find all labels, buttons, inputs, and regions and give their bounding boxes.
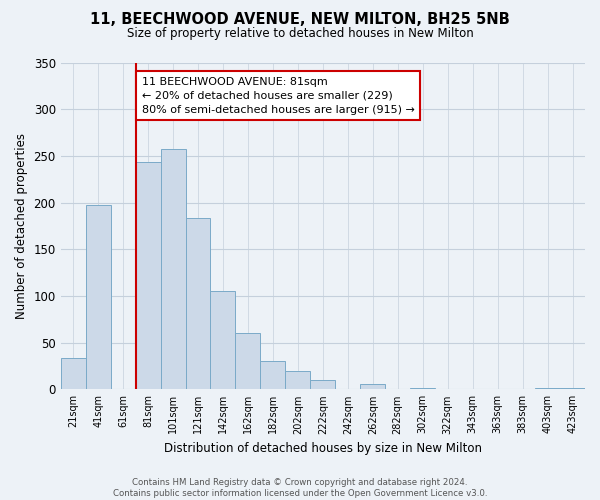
Bar — [86, 206, 110, 390]
Bar — [61, 358, 86, 390]
Bar — [211, 292, 235, 390]
Bar — [286, 370, 310, 390]
Bar — [161, 150, 185, 390]
Bar — [235, 334, 260, 390]
Text: 11 BEECHWOOD AVENUE: 81sqm
← 20% of detached houses are smaller (229)
80% of sem: 11 BEECHWOOD AVENUE: 81sqm ← 20% of deta… — [142, 76, 415, 114]
Text: 11, BEECHWOOD AVENUE, NEW MILTON, BH25 5NB: 11, BEECHWOOD AVENUE, NEW MILTON, BH25 5… — [90, 12, 510, 28]
Text: Contains HM Land Registry data © Crown copyright and database right 2024.
Contai: Contains HM Land Registry data © Crown c… — [113, 478, 487, 498]
Y-axis label: Number of detached properties: Number of detached properties — [15, 133, 28, 319]
Bar — [360, 384, 385, 390]
Bar — [535, 388, 560, 390]
X-axis label: Distribution of detached houses by size in New Milton: Distribution of detached houses by size … — [164, 442, 482, 455]
Text: Size of property relative to detached houses in New Milton: Size of property relative to detached ho… — [127, 28, 473, 40]
Bar — [410, 388, 435, 390]
Bar — [136, 162, 161, 390]
Bar — [260, 362, 286, 390]
Bar — [185, 218, 211, 390]
Bar — [310, 380, 335, 390]
Bar — [560, 388, 585, 390]
